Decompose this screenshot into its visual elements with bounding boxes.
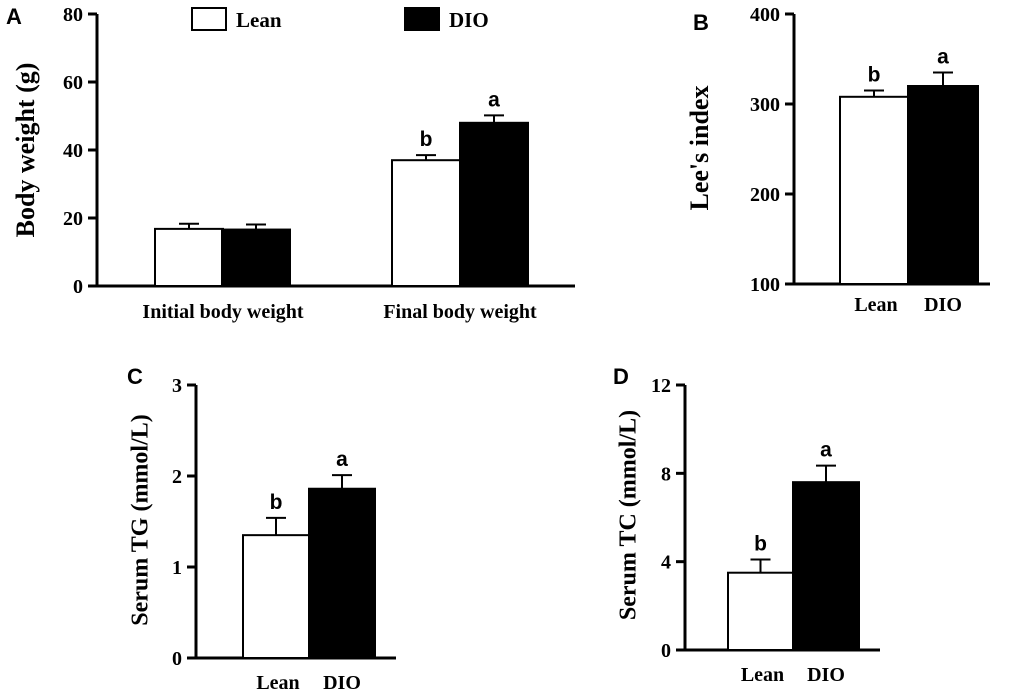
- panel-label: A: [6, 4, 22, 29]
- y-axis-label: Lee's index: [685, 86, 714, 211]
- bar-lean: [242, 534, 310, 660]
- panel-b: B 100 200 300 400 Lee's index b Lean a DIO: [685, 4, 990, 316]
- y-tick-label: 40: [63, 140, 83, 162]
- bar-lean: [391, 159, 461, 287]
- panel-c: C 0 1 2 3 Serum TG (mmol/L) b Lean a DIO: [127, 364, 396, 693]
- bar-dio: [221, 228, 291, 287]
- panel-label: C: [127, 364, 143, 389]
- x-category-label: Initial body weight: [142, 301, 303, 323]
- significance-letter-dio: a: [336, 448, 348, 471]
- x-category-label: Lean: [854, 294, 897, 316]
- bar-dio: [459, 121, 529, 287]
- significance-letter-dio: a: [820, 439, 832, 462]
- panel-d: D 0 4 8 12 Serum TC (mmol/L) b Lean a DIO: [613, 364, 880, 686]
- bar-dio: [308, 487, 376, 659]
- significance-letter-dio: a: [937, 46, 949, 69]
- legend-swatch-dio: [404, 7, 440, 31]
- y-tick-label: 2: [172, 466, 182, 488]
- x-category-label: DIO: [323, 672, 361, 693]
- panel-label: D: [613, 364, 629, 389]
- y-axis-label: Serum TG (mmol/L): [128, 414, 154, 626]
- legend-swatch-lean: [191, 7, 227, 31]
- bar-dio: [907, 85, 979, 285]
- y-tick-label: 60: [63, 72, 83, 94]
- x-category-label: Lean: [741, 664, 784, 686]
- y-axis-label: Serum TC (mmol/L): [616, 410, 642, 620]
- y-tick-label: 20: [63, 208, 83, 230]
- y-tick-label: 1: [172, 557, 182, 579]
- y-tick-label: 0: [172, 648, 182, 670]
- y-tick-label: 400: [750, 4, 780, 26]
- y-tick-label: 200: [750, 184, 780, 206]
- x-category-label: DIO: [807, 664, 845, 686]
- y-tick-label: 8: [661, 463, 671, 485]
- y-tick-label: 0: [73, 276, 83, 298]
- y-axis-label: Body weight (g): [11, 63, 40, 238]
- x-category-label: DIO: [924, 294, 962, 316]
- bar-lean: [727, 571, 794, 651]
- y-tick-label: 300: [750, 94, 780, 116]
- legend-label-lean: Lean: [236, 8, 282, 32]
- y-tick-label: 12: [651, 375, 671, 397]
- y-tick-label: 0: [661, 640, 671, 662]
- significance-letter-lean: b: [754, 532, 767, 555]
- significance-letter-lean: b: [270, 491, 283, 514]
- x-category-label: Lean: [256, 672, 299, 693]
- bar-lean: [839, 95, 909, 285]
- significance-letter-lean: b: [420, 128, 433, 151]
- y-tick-label: 80: [63, 4, 83, 26]
- significance-letter-dio: a: [488, 88, 500, 111]
- y-tick-label: 100: [750, 274, 780, 296]
- legend-label-dio: DIO: [449, 8, 489, 32]
- panel-label: B: [693, 10, 709, 35]
- panel-a: A 0 20 40 60 80 Body weight (g) Initial body we…: [6, 4, 575, 323]
- x-category-label: Final body weight: [383, 301, 537, 323]
- bar-dio: [792, 481, 860, 651]
- y-tick-label: 3: [172, 375, 182, 397]
- y-tick-label: 4: [661, 552, 671, 574]
- significance-letter-lean: b: [868, 64, 881, 87]
- bar-lean: [154, 227, 224, 288]
